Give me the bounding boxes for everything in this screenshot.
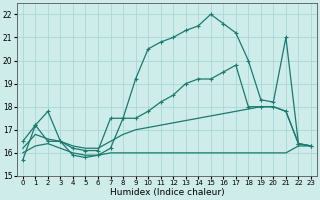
X-axis label: Humidex (Indice chaleur): Humidex (Indice chaleur) <box>109 188 224 197</box>
